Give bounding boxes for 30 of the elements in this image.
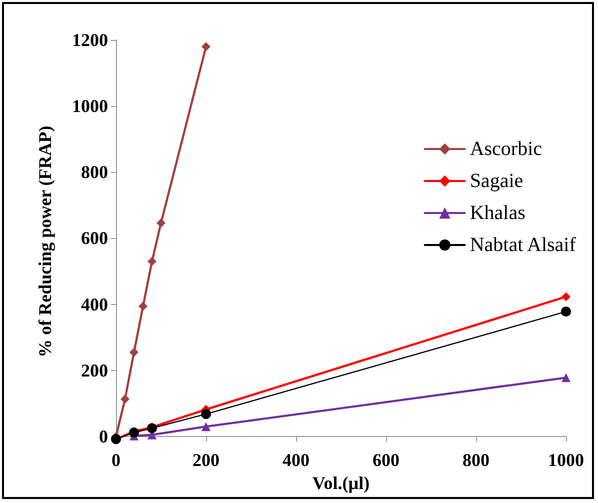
point (202, 42, 210, 52)
x-tick-label: 200 (192, 450, 220, 470)
legend-label: Khalas (470, 202, 526, 224)
x-tick-label: 600 (372, 450, 400, 470)
x-tick-label: 1000 (548, 450, 584, 470)
point (562, 292, 570, 302)
legend-label: Sagaie (470, 170, 524, 192)
y-axis-title: % of Reducing power (FRAP) (35, 126, 55, 358)
y-tick-label: 800 (81, 162, 108, 182)
point (562, 373, 570, 382)
point (201, 409, 211, 420)
y-tick-label: 600 (81, 228, 108, 248)
y-tick-label: 1000 (72, 96, 108, 116)
legend-label: Ascorbic (470, 138, 542, 160)
legend-label: Nabtat Alsaif (470, 234, 576, 256)
y-tick-label: 400 (81, 294, 108, 314)
x-tick-label: 400 (282, 450, 310, 470)
point (202, 422, 210, 432)
point (130, 348, 138, 357)
point (156, 218, 166, 228)
x-tick-label: 800 (462, 450, 490, 470)
point (148, 256, 156, 266)
y-tick-label: 200 (81, 360, 108, 380)
y-tick-label: 0 (99, 426, 108, 446)
point (138, 302, 148, 311)
point (120, 394, 130, 404)
y-tick-label: 1200 (72, 30, 108, 50)
x-tick-label: 0 (112, 450, 120, 470)
x-axis-title: Vol.(µl) (312, 473, 370, 493)
point (561, 306, 571, 317)
